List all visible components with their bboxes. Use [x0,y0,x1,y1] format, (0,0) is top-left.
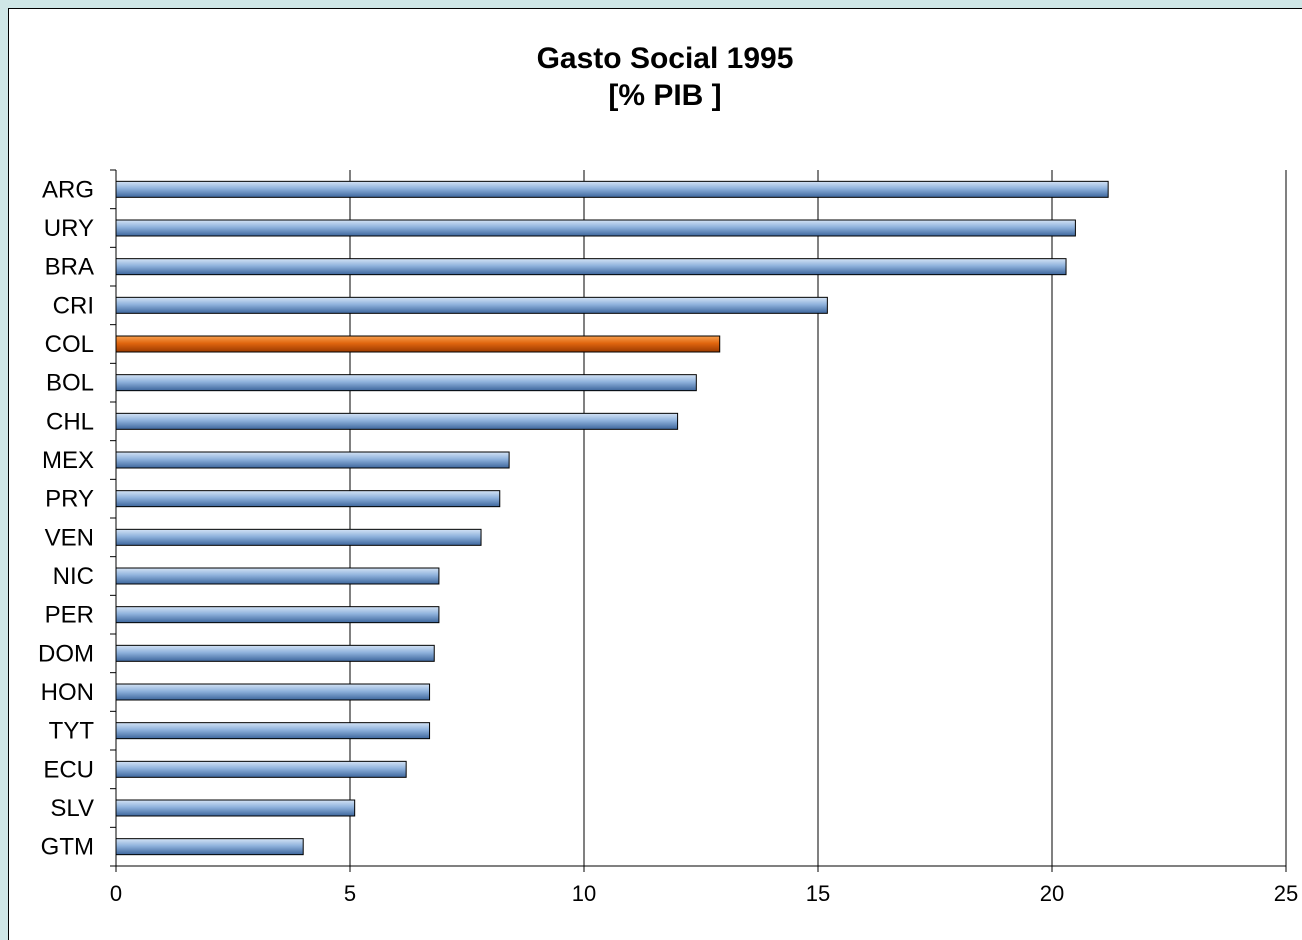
x-tick-label: 20 [1040,881,1064,906]
bar-slv [115,799,356,817]
bar-gtm [115,838,304,856]
bar-bol [115,374,697,392]
category-label: SLV [50,795,94,822]
x-tick-label: 15 [806,881,830,906]
bar-pry [115,490,501,508]
category-label: MEX [42,447,94,474]
category-label: URY [44,215,94,242]
category-label: GTM [41,834,94,861]
category-label: DOM [38,640,94,667]
bar-dom [115,644,435,662]
category-label: HON [41,679,94,706]
bar-chl [115,412,679,430]
category-label: ECU [43,756,94,783]
chart-title: Gasto Social 1995 [536,42,794,75]
bars [115,180,1109,856]
x-tick-label: 5 [344,881,356,906]
bar-col [115,335,721,353]
bar-ecu [115,760,407,778]
bar-arg [115,180,1109,198]
bar-ven [115,528,482,546]
category-label: PRY [45,486,94,513]
category-label: ARG [42,176,94,203]
chart-title-block: Gasto Social 1995 [% PIB ] [0,40,1302,114]
bar-ury [115,219,1076,237]
axes [110,169,1287,872]
category-label: CHL [46,408,94,435]
x-tick-label: 25 [1274,881,1298,906]
category-labels: ARG URY BRA CRI COL BOL CHL MEX PRY VEN NIC PER DOM H… [38,176,94,860]
chart-subtitle: [% PIB ] [608,79,722,112]
bar-hon [115,683,431,701]
x-tick-label: 10 [572,881,596,906]
category-label: NIC [53,563,94,590]
category-label: TYT [49,718,95,745]
bar-mex [115,451,510,469]
category-label: PER [45,602,94,629]
category-label: BOL [46,370,94,397]
chart-frame [8,8,1302,940]
bar-per [115,606,440,624]
category-label: CRI [53,292,94,319]
bar-bra [115,258,1067,276]
category-label: COL [45,331,94,358]
bar-nic [115,567,440,585]
x-tick-label: 0 [110,881,122,906]
category-label: BRA [45,254,94,281]
bar-tyt [115,722,431,740]
bar-cri [115,296,828,314]
category-label: VEN [45,524,94,551]
gridlines [349,170,1287,866]
x-tick-labels: 0 5 10 15 20 25 [110,881,1298,906]
